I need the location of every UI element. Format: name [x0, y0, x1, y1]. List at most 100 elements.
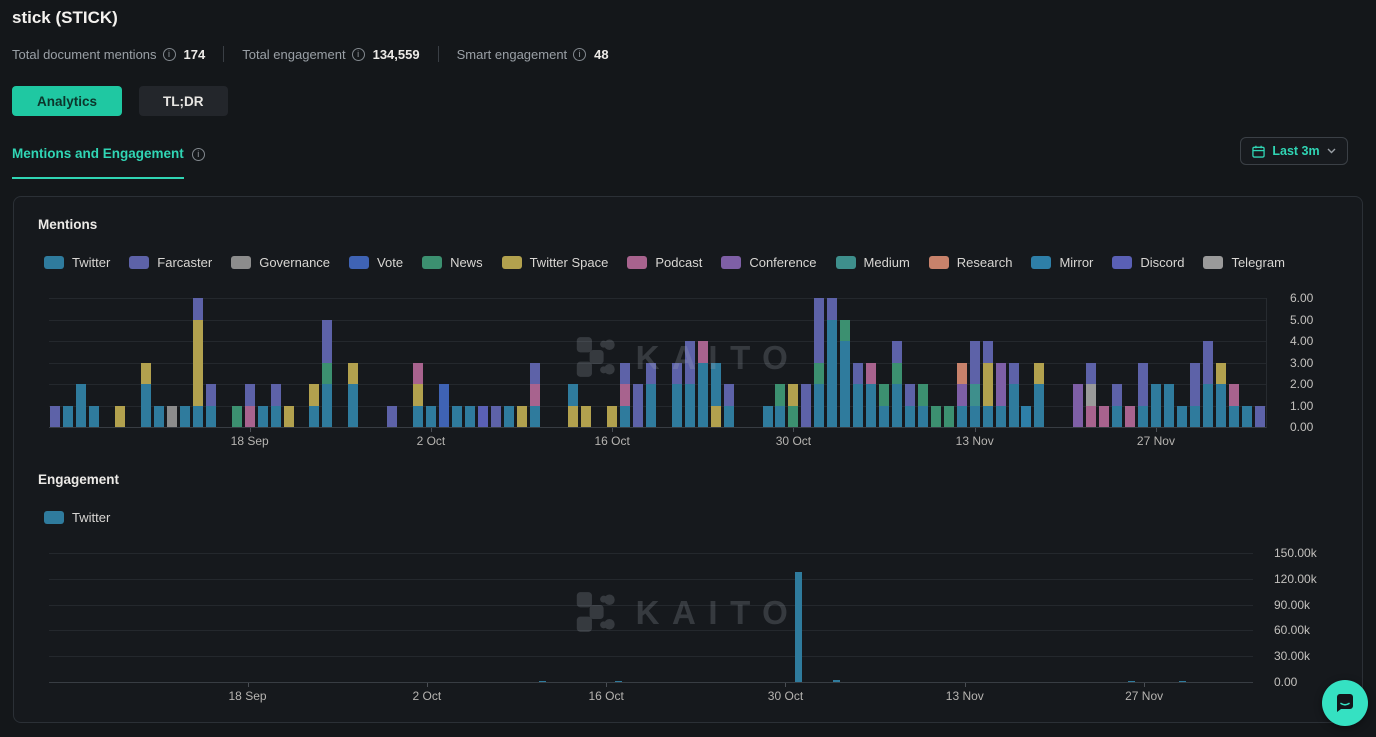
bar-segment-farcaster[interactable]: [671, 362, 682, 384]
legend-item-mirror[interactable]: Mirror: [1031, 255, 1093, 270]
legend-item-vote[interactable]: Vote: [349, 255, 403, 270]
bar-segment-farcaster[interactable]: [490, 405, 501, 427]
bar-segment-twitter[interactable]: [684, 384, 695, 427]
legend-item-twitter-space[interactable]: Twitter Space: [501, 255, 608, 270]
bar-segment-news[interactable]: [840, 319, 851, 341]
bar-segment-podcast[interactable]: [1099, 405, 1110, 427]
bar-segment-twitter[interactable]: [866, 384, 877, 427]
bar-segment-twitter-space[interactable]: [283, 405, 294, 427]
bar-segment-news[interactable]: [231, 405, 242, 427]
bar-segment-podcast[interactable]: [620, 384, 631, 406]
bar-segment-farcaster[interactable]: [969, 341, 980, 384]
bar-segment-news[interactable]: [775, 384, 786, 406]
bar-segment-podcast[interactable]: [866, 362, 877, 384]
bar-segment-farcaster[interactable]: [1008, 362, 1019, 384]
bar-segment-twitter[interactable]: [1138, 405, 1148, 427]
bar-segment-farcaster[interactable]: [1086, 362, 1097, 384]
legend-item-twitter[interactable]: Twitter: [44, 510, 110, 525]
bar-segment-twitter[interactable]: [620, 405, 631, 427]
bar-segment-twitter[interactable]: [89, 405, 100, 427]
bar-segment-twitter[interactable]: [503, 405, 514, 427]
bar-segment-twitter[interactable]: [257, 405, 268, 427]
bar-segment-twitter[interactable]: [425, 405, 436, 427]
bar-segment-farcaster[interactable]: [387, 405, 398, 427]
bar-segment-twitter[interactable]: [205, 405, 216, 427]
analytics-tab-button[interactable]: Analytics: [12, 86, 123, 116]
bar-segment-twitter[interactable]: [969, 405, 980, 427]
legend-item-medium[interactable]: Medium: [835, 255, 910, 270]
bar-segment-twitter[interactable]: [1215, 384, 1226, 427]
bar-segment-podcast[interactable]: [1125, 405, 1136, 427]
bar-segment-podcast[interactable]: [412, 362, 423, 384]
bar-segment-farcaster[interactable]: [684, 341, 695, 384]
bar-segment-twitter[interactable]: [322, 384, 333, 427]
bar-segment-twitter[interactable]: [529, 405, 540, 427]
bar-segment-twitter-space[interactable]: [192, 319, 203, 406]
bar-segment-twitter[interactable]: [1189, 405, 1200, 427]
bar-segment-farcaster[interactable]: [827, 298, 838, 320]
bar-segment-twitter[interactable]: [464, 405, 475, 427]
legend-item-news[interactable]: News: [422, 255, 483, 270]
bar-segment-twitter[interactable]: [192, 405, 203, 427]
bar-segment-farcaster[interactable]: [1112, 384, 1123, 406]
bar-segment-twitter[interactable]: [1112, 405, 1123, 427]
bar-segment-podcast[interactable]: [1086, 405, 1097, 427]
bar-segment-news[interactable]: [943, 405, 954, 427]
bar-segment-twitter[interactable]: [1176, 405, 1187, 427]
bar-segment-news[interactable]: [788, 405, 799, 427]
bar-segment-farcaster[interactable]: [982, 341, 993, 363]
bar-segment-vote[interactable]: [438, 384, 449, 427]
bar-segment-governance[interactable]: [166, 405, 177, 427]
bar-segment-twitter[interactable]: [1034, 384, 1045, 427]
bar-segment-twitter[interactable]: [309, 405, 320, 427]
bar-segment-news[interactable]: [879, 384, 890, 406]
legend-item-podcast[interactable]: Podcast: [627, 255, 702, 270]
bar-segment-twitter-space[interactable]: [982, 362, 993, 406]
bar-segment-farcaster[interactable]: [892, 341, 903, 363]
bar-segment-farcaster[interactable]: [723, 384, 734, 406]
bar-segment-farcaster[interactable]: [1254, 405, 1265, 427]
bar-segment-podcast[interactable]: [1228, 384, 1239, 406]
bar-segment-news[interactable]: [322, 362, 333, 384]
bar-segment-twitter[interactable]: [270, 405, 281, 427]
legend-item-governance[interactable]: Governance: [231, 255, 330, 270]
bar-segment-twitter[interactable]: [76, 384, 87, 427]
tldr-tab-button[interactable]: TL;DR: [139, 86, 228, 116]
bar-segment-twitter[interactable]: [615, 680, 623, 682]
info-icon[interactable]: i: [351, 47, 365, 61]
bar-segment-twitter-space[interactable]: [568, 405, 579, 427]
bar-segment-farcaster[interactable]: [50, 405, 61, 427]
bar-segment-farcaster[interactable]: [244, 384, 255, 406]
bar-segment-twitter[interactable]: [1179, 681, 1187, 682]
bar-segment-twitter[interactable]: [956, 405, 967, 427]
bar-segment-twitter-space[interactable]: [1215, 362, 1226, 384]
bar-segment-twitter[interactable]: [1150, 384, 1161, 427]
bar-segment-conference[interactable]: [1073, 384, 1084, 427]
bar-segment-twitter[interactable]: [568, 384, 579, 406]
bar-segment-research[interactable]: [956, 362, 967, 384]
info-icon[interactable]: i: [573, 47, 587, 61]
bar-segment-twitter[interactable]: [697, 362, 708, 427]
bar-segment-twitter[interactable]: [794, 571, 802, 682]
bar-segment-twitter-space[interactable]: [309, 384, 320, 406]
bar-segment-twitter[interactable]: [63, 405, 74, 427]
bar-segment-twitter-space[interactable]: [607, 405, 618, 427]
bar-segment-farcaster[interactable]: [270, 384, 281, 406]
bar-segment-twitter[interactable]: [833, 679, 841, 682]
bar-segment-twitter[interactable]: [762, 405, 773, 427]
bar-segment-twitter[interactable]: [840, 341, 851, 427]
bar-segment-farcaster[interactable]: [801, 384, 812, 427]
bar-segment-twitter[interactable]: [1202, 384, 1213, 427]
engagement-chart[interactable]: [49, 553, 1253, 687]
bar-segment-farcaster[interactable]: [853, 362, 864, 384]
bar-segment-podcast[interactable]: [244, 405, 255, 427]
info-icon[interactable]: i: [191, 148, 205, 161]
bar-segment-twitter[interactable]: [995, 405, 1006, 427]
bar-segment-news[interactable]: [814, 362, 825, 384]
legend-item-conference[interactable]: Conference: [721, 255, 817, 270]
bar-segment-twitter[interactable]: [451, 405, 462, 427]
bar-segment-farcaster[interactable]: [633, 384, 644, 427]
bar-segment-twitter[interactable]: [179, 405, 190, 427]
bar-segment-twitter-space[interactable]: [141, 362, 152, 384]
bar-segment-twitter-space[interactable]: [1034, 362, 1045, 384]
